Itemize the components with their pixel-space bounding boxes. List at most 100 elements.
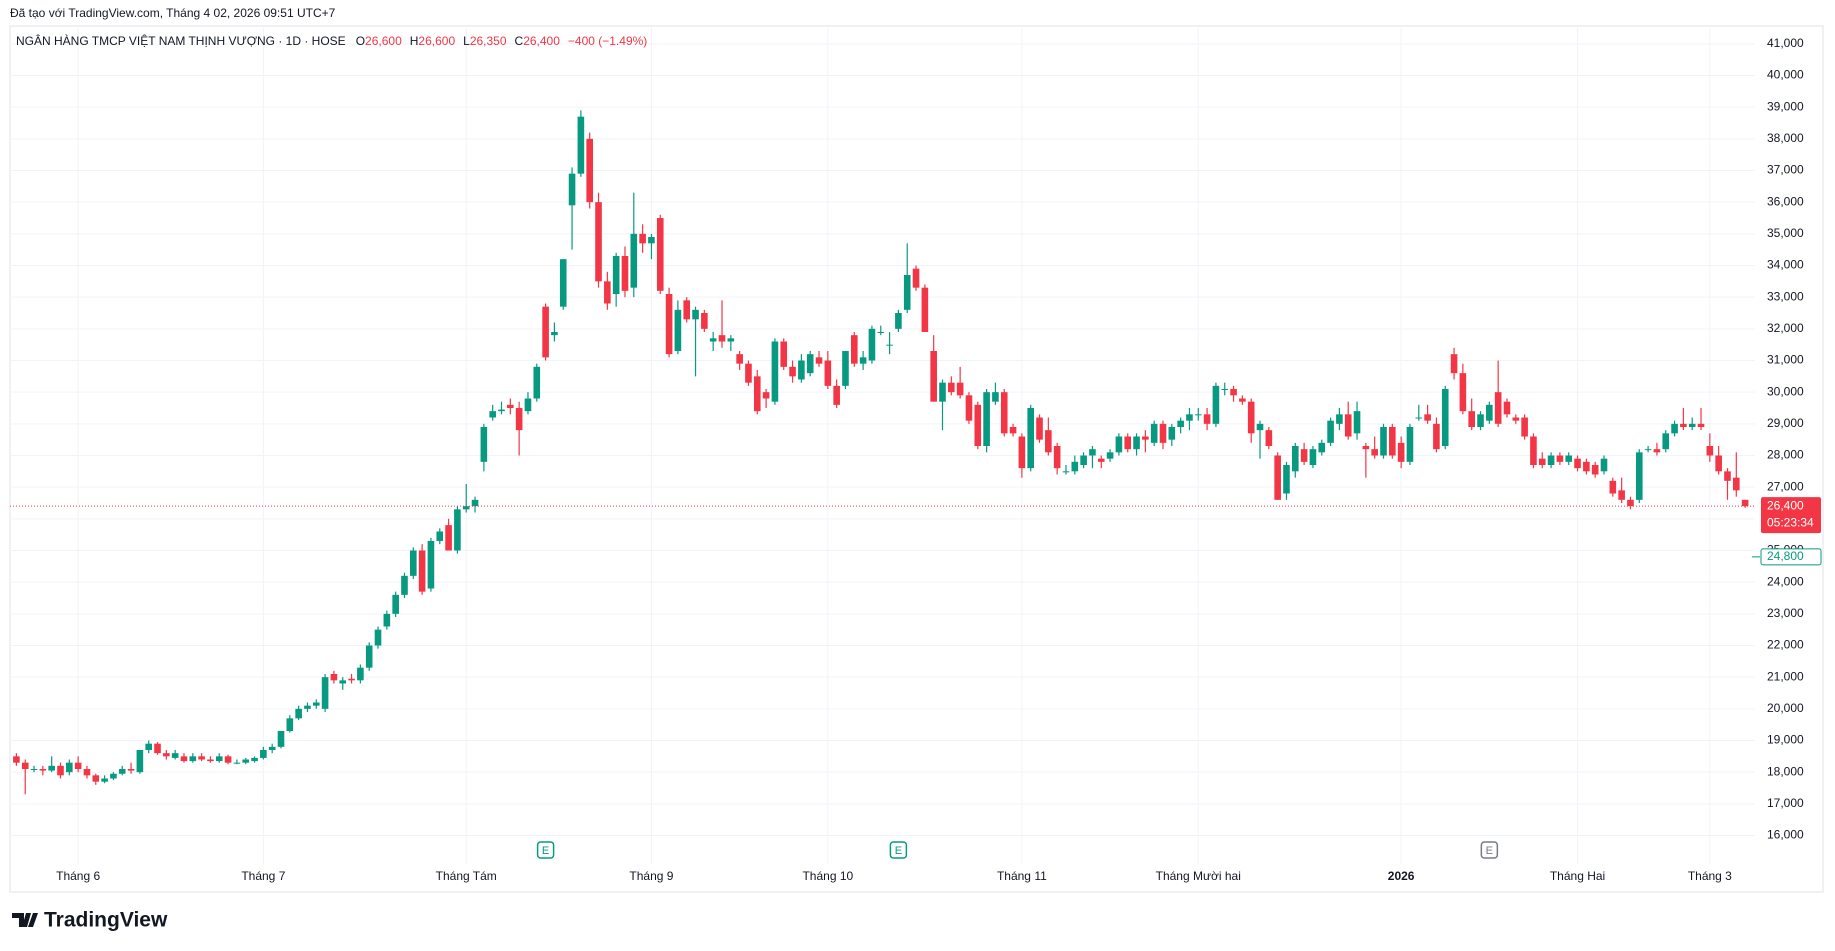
legend-key: O bbox=[356, 34, 365, 48]
y-tick-label: 41,000 bbox=[1767, 36, 1804, 50]
candle-body bbox=[683, 300, 691, 320]
candle-body bbox=[1627, 499, 1634, 507]
candle-body bbox=[171, 753, 179, 758]
candle-body bbox=[436, 531, 444, 541]
candle-body bbox=[1212, 385, 1220, 424]
candle-body bbox=[718, 335, 726, 342]
y-tick-label: 28,000 bbox=[1767, 448, 1804, 462]
x-tick-label: Tháng Mười hai bbox=[1156, 869, 1241, 883]
legend-value: 26,600 bbox=[418, 34, 455, 48]
candle-body bbox=[101, 778, 108, 782]
candle-body bbox=[1459, 373, 1467, 412]
y-tick-label: 34,000 bbox=[1767, 258, 1804, 272]
candle-body bbox=[992, 392, 999, 402]
y-tick-label: 33,000 bbox=[1767, 289, 1804, 303]
candle-body bbox=[427, 541, 435, 589]
candle-body bbox=[780, 341, 788, 367]
candle-body bbox=[410, 550, 417, 576]
candle-body bbox=[374, 629, 382, 646]
candle-body bbox=[903, 275, 911, 310]
candle-body bbox=[1186, 414, 1193, 421]
candle-body bbox=[939, 382, 946, 402]
logo-icon bbox=[12, 913, 38, 927]
brand-logo: TradingView bbox=[12, 909, 168, 932]
legend-title: NGÂN HÀNG TMCP VIỆT NAM THỊNH VƯỢNG · 1D… bbox=[16, 33, 346, 48]
candle-body bbox=[189, 756, 197, 762]
candle-body bbox=[727, 338, 735, 342]
candle-body bbox=[489, 411, 496, 418]
candle-body bbox=[1441, 389, 1449, 446]
y-tick-label: 24,000 bbox=[1767, 574, 1804, 588]
candle-body bbox=[1000, 392, 1008, 434]
candle-body bbox=[586, 138, 593, 203]
candle-body bbox=[1168, 427, 1176, 440]
candle-body bbox=[1644, 449, 1652, 451]
candle-body bbox=[1362, 446, 1370, 450]
candle-body bbox=[1565, 455, 1573, 462]
candle-body bbox=[701, 313, 708, 329]
candle-body bbox=[1494, 392, 1502, 424]
candle-body bbox=[1274, 455, 1281, 500]
candle-body bbox=[1503, 401, 1511, 415]
candle-body bbox=[383, 613, 391, 627]
candle-body bbox=[1150, 423, 1158, 443]
candle-body bbox=[1071, 461, 1079, 472]
candle-body bbox=[868, 328, 876, 361]
candle-body bbox=[1671, 423, 1678, 434]
candle-body bbox=[215, 756, 223, 762]
candle-body bbox=[1045, 430, 1052, 453]
candle-body bbox=[542, 306, 549, 358]
y-tick-label: 39,000 bbox=[1767, 99, 1804, 113]
candle-body bbox=[974, 404, 982, 446]
candle-body bbox=[745, 363, 752, 383]
candle-body bbox=[1036, 417, 1043, 440]
candle-body bbox=[21, 762, 29, 769]
candle-body bbox=[1265, 430, 1273, 446]
y-tick-label: 40,000 bbox=[1767, 68, 1804, 82]
candle-body bbox=[39, 769, 47, 771]
candle-body bbox=[260, 750, 267, 758]
candle-body bbox=[851, 335, 858, 364]
candle-body bbox=[1353, 411, 1361, 434]
candle-body bbox=[692, 309, 699, 320]
candle-body bbox=[365, 645, 373, 668]
candle-body bbox=[1680, 423, 1687, 427]
candle-body bbox=[1662, 433, 1670, 450]
candle-body bbox=[1547, 455, 1555, 465]
candle-body bbox=[251, 757, 258, 762]
candle-body bbox=[118, 769, 126, 774]
candle-body bbox=[1397, 442, 1405, 462]
candle-body bbox=[224, 756, 232, 763]
candle-body bbox=[1406, 427, 1414, 462]
candle-body bbox=[1247, 401, 1255, 434]
event-marker bbox=[536, 841, 555, 859]
candle-body bbox=[630, 233, 638, 288]
candle-body bbox=[604, 281, 611, 304]
candle-body bbox=[577, 116, 585, 174]
candle-body bbox=[1115, 436, 1123, 453]
candle-body bbox=[110, 773, 117, 779]
brand-name: TradingView bbox=[44, 909, 168, 932]
candle-body bbox=[1477, 414, 1484, 427]
x-tick-label: Tháng Hai bbox=[1550, 869, 1605, 883]
last-price-label: 26,400 bbox=[1767, 498, 1804, 512]
candle-body bbox=[1415, 417, 1423, 419]
candle-body bbox=[1203, 414, 1211, 424]
candle-body bbox=[30, 769, 38, 770]
candle-body bbox=[1380, 427, 1387, 456]
candle-body bbox=[665, 294, 673, 355]
candle-body bbox=[842, 351, 849, 386]
candle-body bbox=[1318, 442, 1326, 453]
candle-body bbox=[1309, 449, 1317, 465]
candle-body bbox=[1609, 480, 1617, 494]
x-tick-label: Tháng 6 bbox=[56, 869, 100, 883]
candle-body bbox=[1080, 455, 1087, 465]
candle-body bbox=[1591, 465, 1599, 475]
candle-body bbox=[648, 237, 655, 244]
candle-body bbox=[1256, 423, 1264, 431]
candle-body bbox=[1433, 423, 1440, 450]
candle-body bbox=[1239, 398, 1246, 402]
candle-body bbox=[1300, 449, 1308, 462]
candle-body bbox=[92, 775, 100, 782]
candle-body bbox=[1574, 458, 1581, 469]
